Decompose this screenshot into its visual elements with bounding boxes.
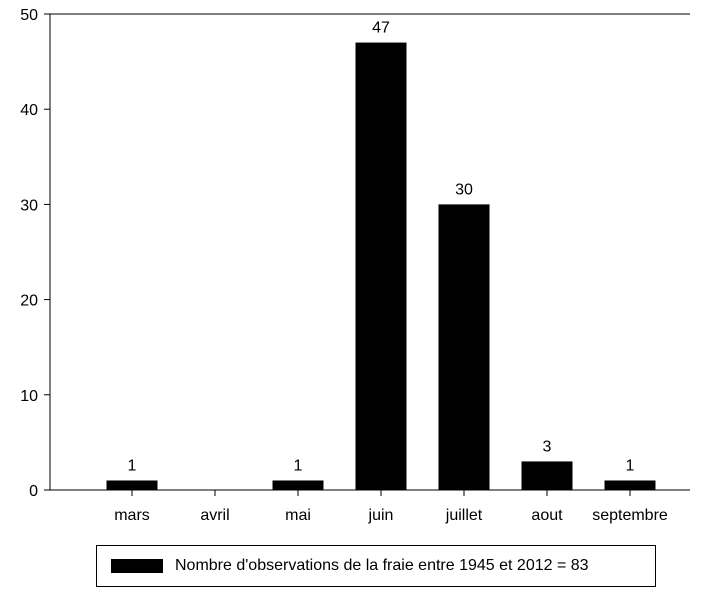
legend-swatch (111, 559, 163, 573)
bar-juin (355, 42, 407, 491)
axes: 0 10 20 30 40 50 (20, 7, 690, 500)
x-tick-label: septembre (592, 507, 668, 524)
bar-mai (272, 480, 324, 490)
legend: Nombre d'observations de la fraie entre … (96, 545, 656, 587)
x-tick-label: mars (114, 507, 150, 524)
y-tick-label: 50 (20, 7, 38, 24)
bar-septembre (604, 480, 656, 490)
labels: mars 1 avril mai 1 juin 47 juillet 30 aout 3 septem… (114, 20, 668, 524)
x-tick-label: juin (368, 507, 394, 524)
bar-chart: 0 10 20 30 40 50 mars 1 avril mai 1 juin 47 juillet 3… (20, 7, 690, 524)
bar-juillet (438, 204, 490, 490)
y-tick-label: 0 (29, 483, 38, 500)
data-label: 1 (626, 457, 635, 474)
bar-mars (106, 480, 158, 490)
data-label: 1 (294, 457, 303, 474)
y-tick-label: 30 (20, 197, 38, 214)
data-label: 3 (543, 438, 552, 455)
bar-aout (521, 461, 573, 490)
bars (106, 42, 656, 491)
data-label: 1 (128, 457, 137, 474)
data-label: 47 (372, 20, 390, 37)
legend-label: Nombre d'observations de la fraie entre … (175, 557, 589, 574)
y-tick-label: 40 (20, 102, 38, 119)
x-tick-label: aout (531, 507, 563, 524)
data-label: 30 (455, 181, 473, 198)
y-tick-label: 20 (20, 293, 38, 310)
x-tick-label: juillet (445, 507, 483, 524)
y-tick-label: 10 (20, 388, 38, 405)
x-tick-label: avril (200, 507, 229, 524)
x-tick-label: mai (285, 507, 311, 524)
